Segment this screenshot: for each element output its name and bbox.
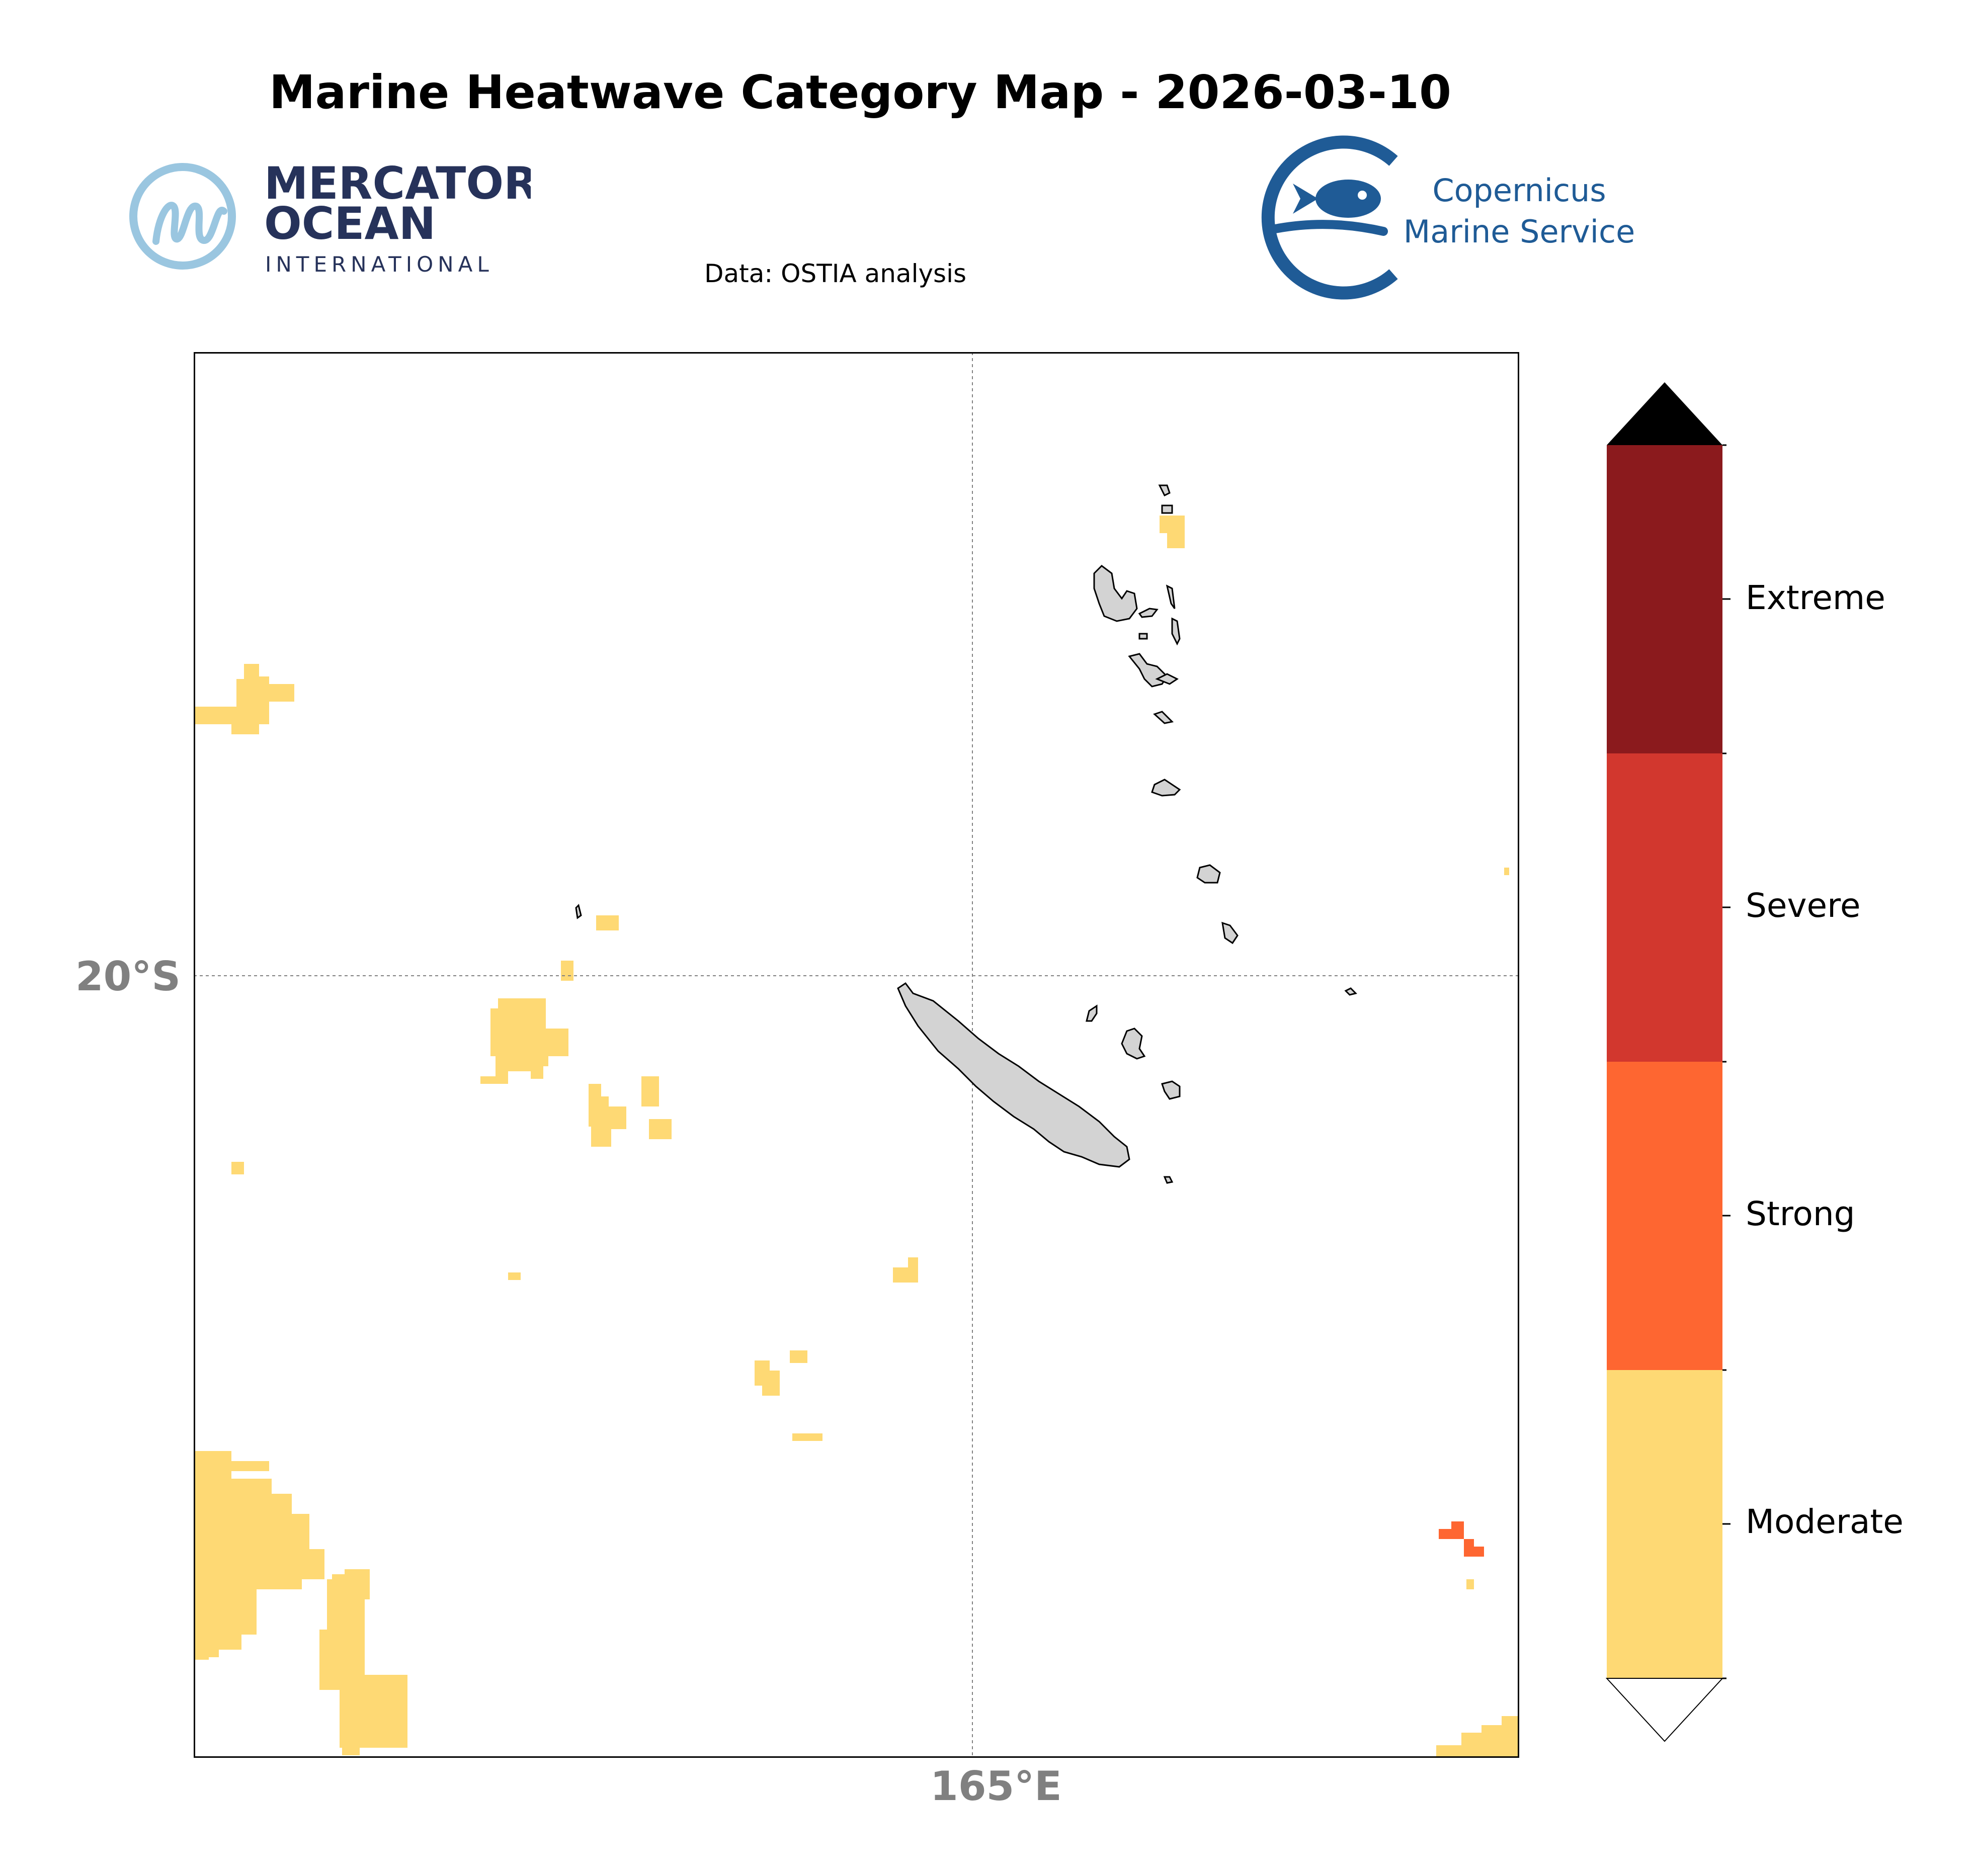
moderate-patch-nw (194, 664, 294, 734)
longitude-label: 165°E (930, 1763, 1062, 1810)
moderate-patch-se-corner (1436, 1716, 1519, 1758)
strong-patch-se-a (1439, 1521, 1464, 1539)
moderate-patch-west-central (480, 998, 568, 1084)
vanuatu-north-b (1161, 504, 1173, 514)
moderate-patch-sw-large (194, 1451, 407, 1755)
loyalty-mare (1161, 1080, 1181, 1100)
vanuatu-aoba (1138, 608, 1159, 618)
vanuatu-erromango (1196, 864, 1221, 884)
loyalty-ouvea (1086, 1004, 1098, 1022)
colorbar-extend-max (1607, 382, 1722, 445)
moderate-patch-south-islets-c (792, 1433, 822, 1441)
strong-patch-se-b (1464, 1539, 1484, 1557)
colorbar-legend (1605, 382, 1731, 1742)
colorbar-segment-extreme (1607, 445, 1722, 753)
copernicus-logo-line1: Copernicus (1432, 172, 1606, 209)
fish-icon (1293, 180, 1381, 218)
moderate-patch-sw-b (231, 1461, 269, 1471)
colorbar-ticks (1722, 444, 1731, 1679)
vanuatu-tanna (1221, 921, 1239, 945)
moderate-patch-small-b (596, 915, 619, 930)
moderate-patch-small-a (561, 961, 573, 981)
islet-west (575, 904, 582, 919)
copernicus-arc-icon (1261, 135, 1398, 300)
latitude-label: 20°S (75, 953, 181, 1000)
vanuatu-espiritu-santo (1093, 565, 1138, 622)
mercator-ring (129, 163, 236, 270)
copernicus-logo-line2: Marine Service (1404, 213, 1635, 250)
moderate-patch-central-c (649, 1119, 672, 1139)
legend-label-severe: Severe (1746, 886, 1861, 925)
isle-of-pines (1163, 1176, 1174, 1184)
moderate-patch-south-islets (755, 1360, 780, 1396)
moderate-patch-central-a (589, 1084, 626, 1147)
vanuatu-pentecost (1171, 617, 1181, 646)
legend-label-moderate: Moderate (1746, 1502, 1904, 1541)
colorbar-extend-min (1605, 1678, 1724, 1742)
copernicus-wave-icon (1271, 220, 1388, 236)
moderate-patch-se-small (1466, 1579, 1474, 1589)
islet-east (1344, 987, 1357, 996)
vanuatu-epi (1153, 711, 1174, 724)
mercator-m-icon (152, 202, 227, 245)
mercator-logo-line3: INTERNATIONAL (265, 252, 493, 277)
map-border (194, 352, 1519, 1758)
map-panel[interactable] (194, 352, 1519, 1758)
land-masses (575, 484, 1357, 1184)
vanuatu-small (1138, 633, 1148, 640)
data-source-note: Data: OSTIA analysis (704, 259, 967, 288)
vanuatu-north-a (1158, 484, 1171, 497)
mercator-ocean-logo: MERCATOR OCEAN INTERNATIONAL (129, 157, 531, 277)
mercator-logo-line2: OCEAN (264, 198, 436, 249)
ocean-background (194, 352, 1519, 1758)
colorbar-segment-moderate (1607, 1370, 1722, 1678)
moderate-patch-small-c (231, 1162, 244, 1174)
moderate-patch-small-d (508, 1272, 521, 1280)
moderate-patch-south-central (893, 1257, 918, 1283)
colorbar-segment-severe (1607, 753, 1722, 1062)
moderate-patch-east-small (1504, 868, 1509, 875)
loyalty-lifou (1121, 1028, 1146, 1060)
new-caledonia-island (897, 982, 1130, 1168)
legend-label-extreme: Extreme (1746, 578, 1885, 617)
colorbar-segments (1607, 445, 1722, 1678)
vanuatu-ambrym (1155, 673, 1179, 685)
mercator-logo-line1: MERCATOR (264, 157, 531, 209)
vanuatu-efate (1151, 779, 1181, 797)
moderate-patch-north-islands (1160, 516, 1185, 548)
vanuatu-maewo (1166, 584, 1176, 609)
moderate-patch-central-b (641, 1076, 659, 1106)
legend-label-strong: Strong (1746, 1195, 1855, 1233)
copernicus-marine-logo: Copernicus Marine Service (1261, 135, 1635, 300)
colorbar-segment-strong (1607, 1062, 1722, 1370)
map-title: Marine Heatwave Category Map - 2026-03-1… (269, 65, 1451, 119)
moderate-patch-south-islets-b (790, 1350, 807, 1363)
